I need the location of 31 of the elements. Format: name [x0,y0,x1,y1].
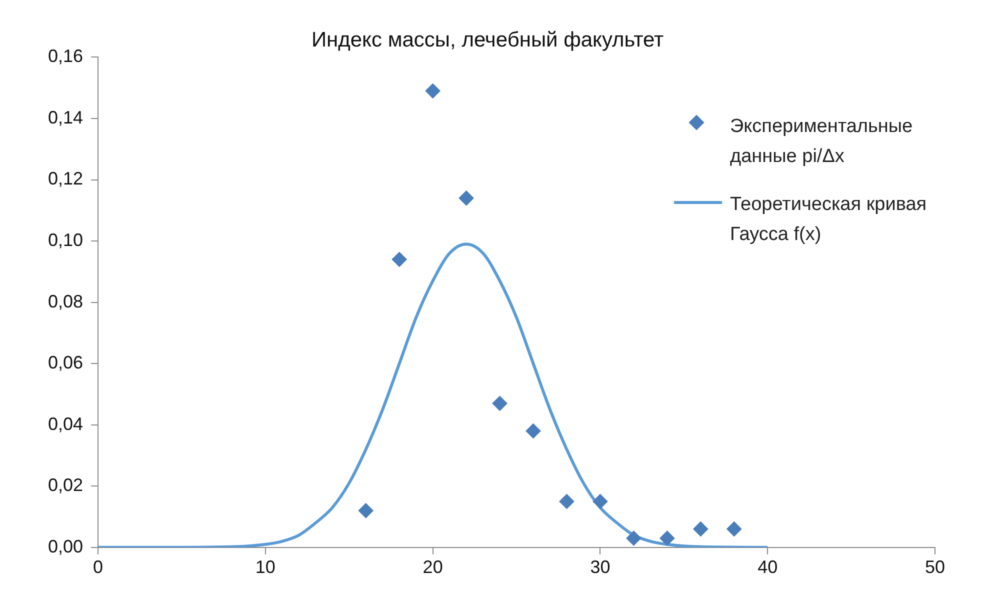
point [425,83,440,98]
point [592,494,608,509]
y-tick-label: 0,16 [48,46,84,66]
point [726,522,742,537]
point [458,190,474,206]
x-tick-label: 30 [590,557,610,578]
point [392,252,407,267]
legend-label: Теоретическая кривая Гаусса f(x) [730,193,928,247]
point [492,396,508,411]
y-tick-label: 0,02 [48,475,84,496]
point [626,530,642,546]
x-tick-label: 10 [255,557,276,578]
y-tick-label: 0,06 [48,352,84,373]
y-tick-label: 0,12 [48,168,84,189]
point [526,423,541,438]
line-series [98,242,770,548]
y-tick-label: 0,04 [48,414,84,434]
legend-label: Экспериментальные данные pi/Δx [730,115,914,169]
point [358,503,374,518]
y-tick-label: 0,00 [48,536,84,556]
point [559,494,574,509]
point [660,530,675,546]
x-tick-label: 20 [422,557,443,578]
y-tick-label: 0,14 [48,107,84,128]
y-tick-label: 0,08 [48,291,84,312]
x-tick-label: 0 [93,557,104,578]
chart-title: Индекс массы, лечебный факультет [311,28,664,52]
x-tick-label: 50 [924,557,946,578]
x-tick-label: 40 [758,557,778,578]
y-tick-label: 0,10 [48,230,84,250]
point [693,522,708,537]
